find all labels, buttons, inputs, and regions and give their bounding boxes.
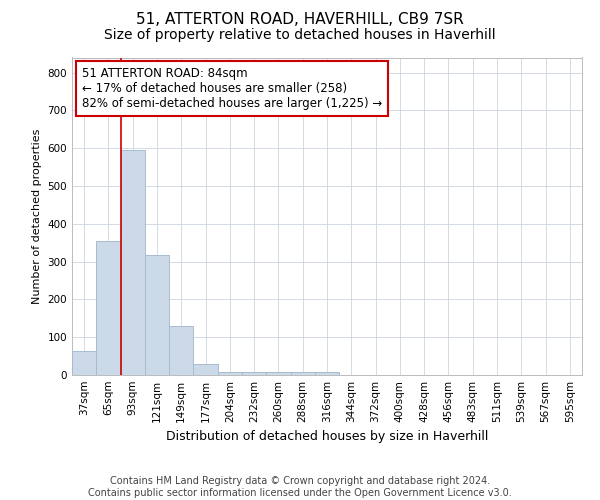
X-axis label: Distribution of detached houses by size in Haverhill: Distribution of detached houses by size … [166, 430, 488, 444]
Text: Contains HM Land Registry data © Crown copyright and database right 2024.
Contai: Contains HM Land Registry data © Crown c… [88, 476, 512, 498]
Bar [145, 255, 169, 375]
Text: Size of property relative to detached houses in Haverhill: Size of property relative to detached ho… [104, 28, 496, 42]
Y-axis label: Number of detached properties: Number of detached properties [32, 128, 42, 304]
Bar [266, 372, 290, 375]
Bar [72, 351, 96, 375]
Bar [193, 364, 218, 375]
Text: 51, ATTERTON ROAD, HAVERHILL, CB9 7SR: 51, ATTERTON ROAD, HAVERHILL, CB9 7SR [136, 12, 464, 28]
Bar [169, 326, 193, 375]
Bar [96, 241, 121, 375]
Bar [315, 372, 339, 375]
Bar [121, 150, 145, 375]
Bar [218, 372, 242, 375]
Text: 51 ATTERTON ROAD: 84sqm
← 17% of detached houses are smaller (258)
82% of semi-d: 51 ATTERTON ROAD: 84sqm ← 17% of detache… [82, 67, 382, 110]
Bar [242, 372, 266, 375]
Bar [290, 372, 315, 375]
